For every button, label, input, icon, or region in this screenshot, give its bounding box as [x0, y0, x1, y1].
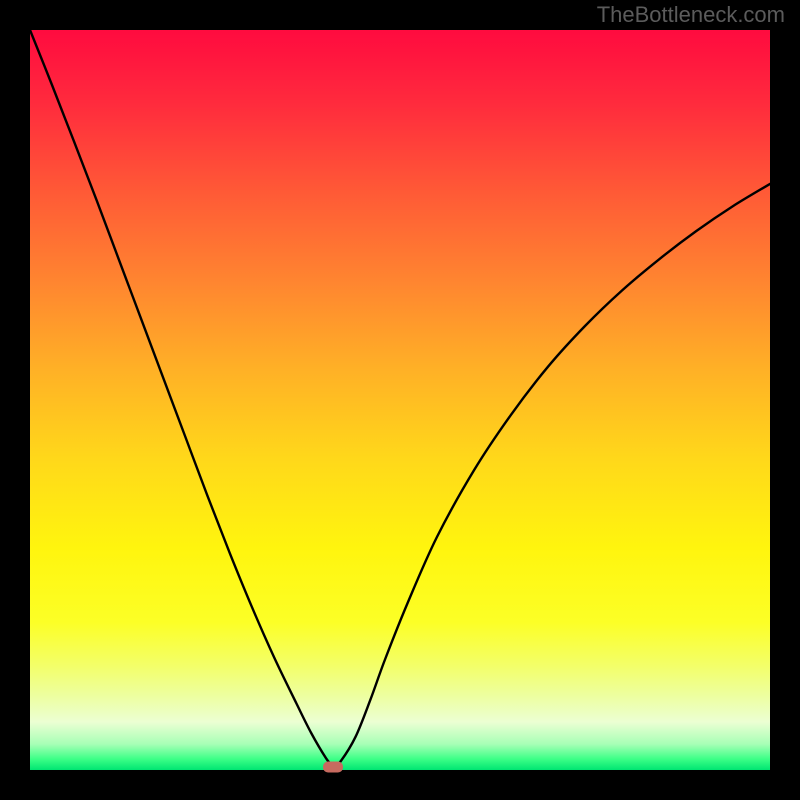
chart-root: TheBottleneck.com	[0, 0, 800, 800]
plot-border	[28, 28, 772, 772]
bottleneck-curve	[30, 30, 770, 770]
minimum-marker	[323, 762, 343, 773]
curve-right-branch	[333, 184, 770, 767]
curve-left-branch	[30, 30, 333, 767]
watermark-text: TheBottleneck.com	[597, 2, 785, 28]
